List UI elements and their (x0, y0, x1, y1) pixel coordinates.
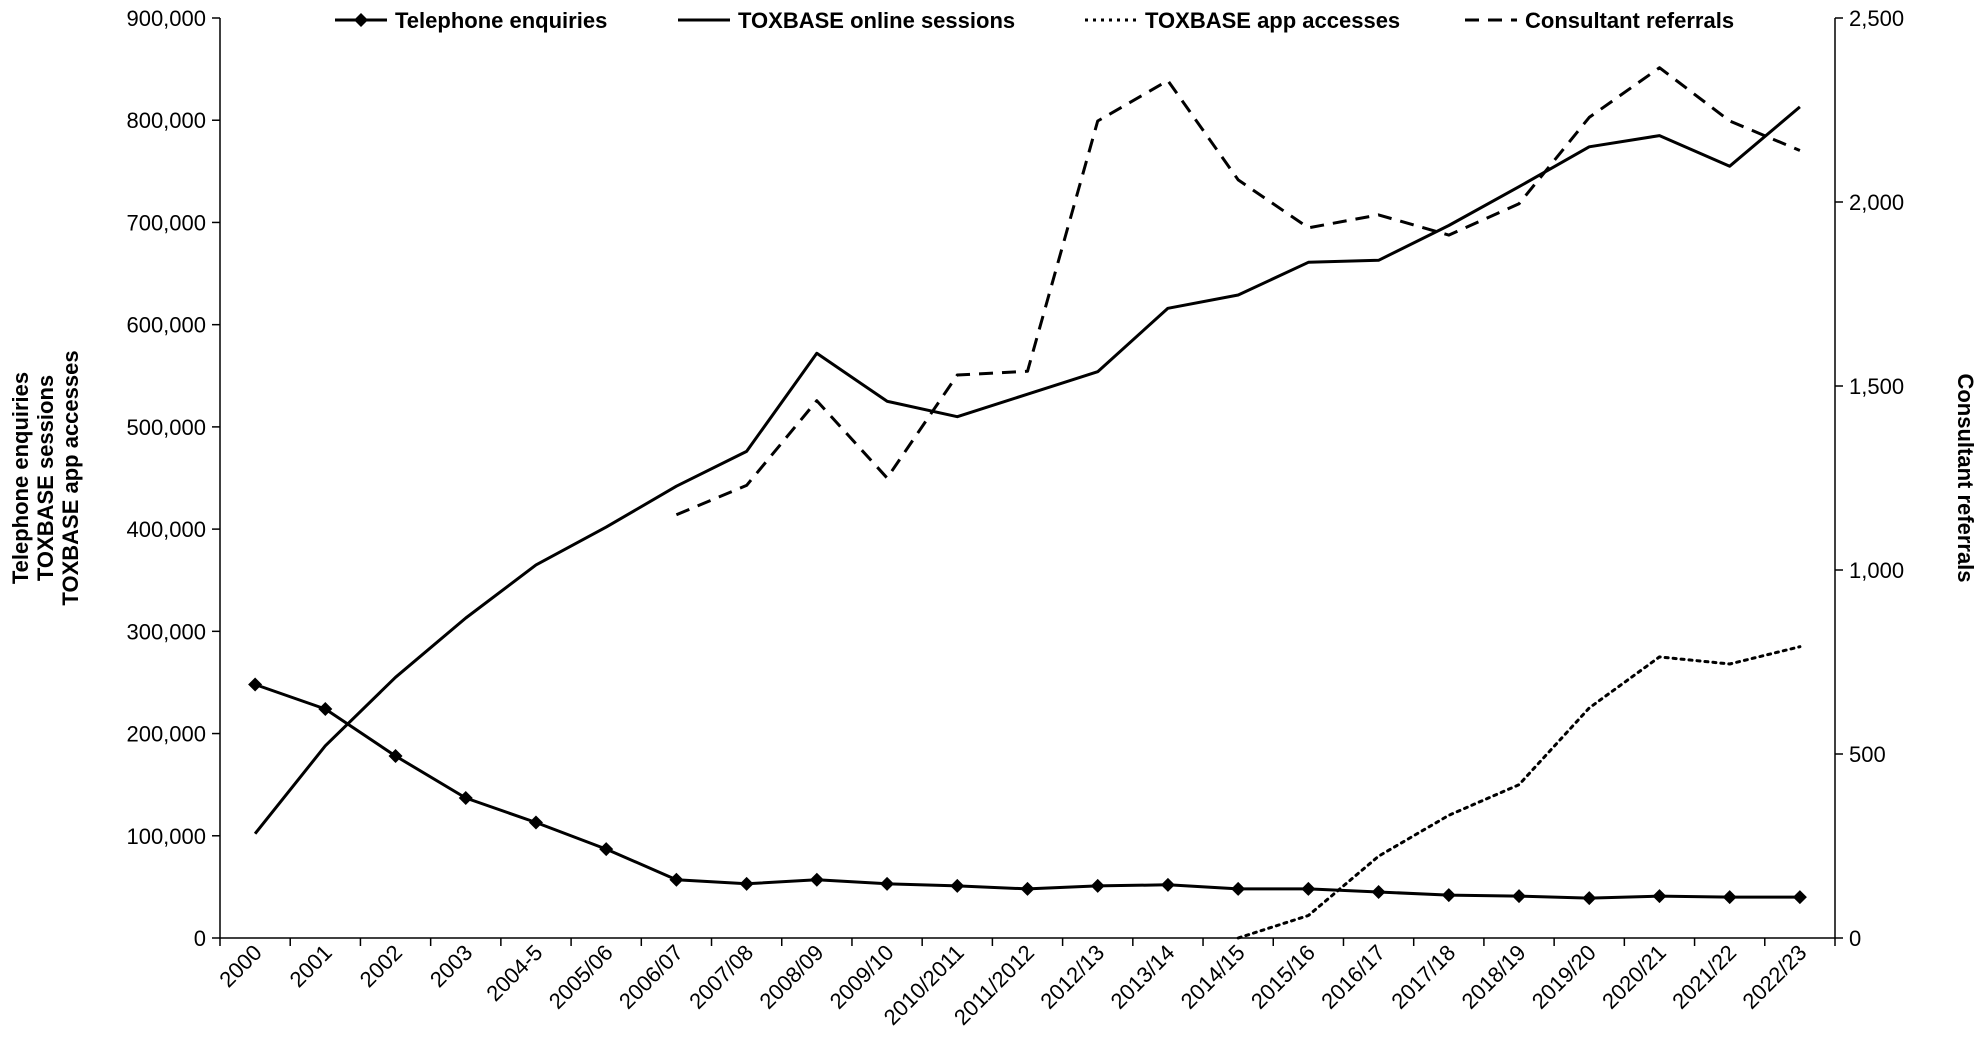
x-tick-label: 2018/19 (1457, 940, 1531, 1014)
x-tick-label: 2020/21 (1597, 940, 1671, 1014)
data-point-telephone-enquiries (1441, 888, 1456, 903)
x-tick-label: 2006/07 (614, 940, 688, 1014)
y-right-tick-label: 500 (1849, 742, 1886, 767)
data-point-telephone-enquiries (528, 815, 543, 830)
y-axis-left-title: Telephone enquiries (8, 372, 33, 584)
y-axis-left-title: TOXBASE sessions (33, 375, 58, 581)
data-point-telephone-enquiries (1020, 881, 1035, 896)
x-tick-label: 2001 (285, 940, 337, 992)
y-left-tick-label: 100,000 (126, 824, 206, 849)
y-left-tick-label: 600,000 (126, 313, 206, 338)
legend-label: TOXBASE app accesses (1145, 8, 1400, 33)
x-tick-label: 2019/20 (1527, 940, 1601, 1014)
x-tick-label: 2013/14 (1106, 940, 1180, 1014)
data-point-telephone-enquiries (1652, 889, 1667, 904)
series-lines (248, 66, 1807, 940)
legend-marker (354, 13, 368, 27)
data-point-telephone-enquiries (1371, 885, 1386, 899)
data-point-telephone-enquiries (388, 749, 403, 764)
x-tick-label: 2004-5 (481, 940, 547, 1006)
y-left-tick-label: 900,000 (126, 6, 206, 31)
y-right-tick-label: 1,500 (1849, 374, 1904, 399)
data-point-telephone-enquiries (1090, 878, 1105, 893)
data-point-telephone-enquiries (1301, 881, 1316, 896)
x-tick-label: 2015/16 (1246, 940, 1320, 1014)
data-point-telephone-enquiries (669, 872, 684, 887)
x-tick-label: 2022/23 (1738, 940, 1812, 1014)
y-right-tick-label: 0 (1849, 926, 1861, 951)
x-tick-label: 2000 (214, 940, 266, 992)
x-tick-label: 2008/09 (754, 940, 828, 1014)
x-tick-label: 2005/06 (544, 940, 618, 1014)
y-left-tick-label: 700,000 (126, 210, 206, 235)
legend-label: Consultant referrals (1525, 8, 1734, 33)
data-point-telephone-enquiries (809, 872, 824, 887)
y-axis-right-title: Consultant referrals (1953, 373, 1978, 582)
x-tick-label: 2007/08 (684, 940, 758, 1014)
x-tick-label: 2002 (355, 940, 407, 992)
y-left-tick-label: 800,000 (126, 108, 206, 133)
data-point-telephone-enquiries (880, 876, 895, 891)
data-point-telephone-enquiries (318, 702, 333, 717)
y-left-tick-label: 300,000 (126, 619, 206, 644)
data-point-telephone-enquiries (458, 790, 473, 805)
series-line-toxbase-app-accesses (1236, 645, 1802, 940)
x-tick-label: 2014/15 (1176, 940, 1250, 1014)
data-point-telephone-enquiries (739, 876, 754, 891)
data-point-telephone-enquiries (599, 842, 614, 857)
series-line-toxbase-online-sessions (253, 105, 1801, 835)
y-axis-left-title: TOXBASE app accesses (58, 350, 83, 605)
data-point-telephone-enquiries (950, 878, 965, 893)
x-tick-label: 2003 (425, 940, 477, 992)
axes: 0 100,000 200,000 300,000 400,000 500,000 600,… (126, 6, 1904, 1030)
series-line-consultant-referrals (675, 66, 1801, 517)
legend: Telephone enquiries TOXBASE online sessio… (335, 8, 1734, 33)
y-right-tick-label: 1,000 (1849, 558, 1904, 583)
data-point-telephone-enquiries (1722, 890, 1737, 905)
y-right-tick-label: 2,500 (1849, 6, 1904, 31)
legend-label: TOXBASE online sessions (738, 8, 1015, 33)
y-left-tick-label: 400,000 (126, 517, 206, 542)
data-point-telephone-enquiries (1231, 881, 1246, 896)
x-tick-label: 2017/18 (1386, 940, 1460, 1014)
series-line-telephone-enquiries (254, 683, 1800, 900)
legend-label: Telephone enquiries (395, 8, 607, 33)
y-left-tick-label: 500,000 (126, 415, 206, 440)
data-point-telephone-enquiries (1792, 890, 1807, 905)
data-point-telephone-enquiries (248, 677, 263, 692)
y-left-tick-label: 200,000 (126, 722, 206, 747)
axis-titles: Telephone enquiries TOXBASE sessions TOXBA… (8, 350, 1978, 605)
data-point-telephone-enquiries (1160, 877, 1175, 892)
y-left-tick-label: 0 (194, 926, 206, 951)
x-tick-label: 2021/22 (1667, 940, 1741, 1014)
x-tick-label: 2012/13 (1035, 940, 1109, 1014)
data-point-telephone-enquiries (1582, 891, 1597, 906)
x-tick-label: 2016/17 (1316, 940, 1390, 1014)
y-right-tick-label: 2,000 (1849, 190, 1904, 215)
data-point-telephone-enquiries (1512, 889, 1527, 904)
